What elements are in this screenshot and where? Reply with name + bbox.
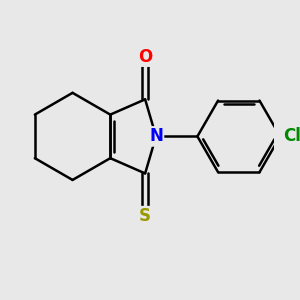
Text: S: S <box>139 207 151 225</box>
Text: N: N <box>149 128 163 146</box>
Text: O: O <box>138 48 152 66</box>
Text: Cl: Cl <box>283 128 300 146</box>
